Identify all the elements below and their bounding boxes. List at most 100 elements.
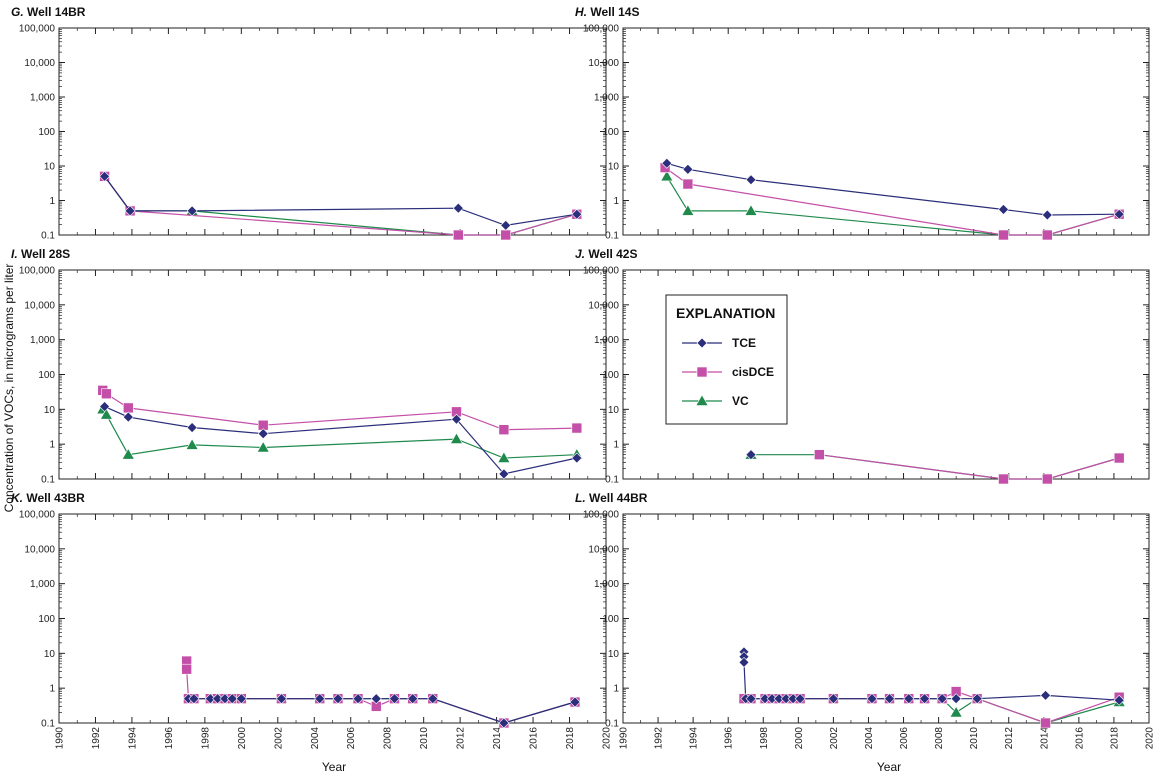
legend-items: TCE cisDCE VC (682, 336, 774, 408)
panel-well-42s-ytick-label: 10 (608, 405, 620, 416)
panel-well-28s-series-tce-line (104, 406, 577, 475)
panel-well-43br-xtick-label: 2016 (529, 727, 540, 750)
panel-well-28s-series-vc-point (449, 432, 464, 444)
panel-well-44br-xtick-label: 2016 (1074, 727, 1085, 750)
panel-well-44br-series-tce-point (794, 693, 806, 705)
panel-well-44br-xtick-label: 1990 (619, 727, 630, 750)
panel-well-43br-ytick-label: 10 (44, 649, 56, 660)
panel-well-43br-series-tce-point (332, 693, 344, 705)
legend-item-vc: VC (682, 394, 749, 408)
panel-well-28s-series-cisdce-point (122, 402, 134, 414)
panel-well-28s-series-cisdce-point (571, 422, 583, 434)
panel-well-28s-title: I. Well 28S (11, 247, 70, 261)
panel-well-44br-ytick-label: 100,000 (583, 510, 620, 521)
panel-well-43br-ytick-label: 100 (38, 614, 55, 625)
panel-well-43br-series-tce-point (212, 693, 224, 705)
panel-well-14s-series-vc-point (744, 204, 758, 216)
panel-well-42s-title: J. Well 42S (575, 247, 638, 261)
legend-item-vc-marker (695, 394, 709, 406)
panel-well-14br-series-tce-point (124, 205, 136, 217)
panel-well-14br-ytick-label: 1 (49, 196, 55, 207)
panel-well-14br-series-tce (99, 170, 583, 231)
panel-well-14br-series-vc (98, 169, 584, 240)
legend-item-vc-label: VC (732, 394, 749, 408)
panel-well-44br-xtick-label: 1998 (759, 727, 770, 750)
panel-well-42s-ytick-label: 1,000 (594, 335, 619, 346)
panel-well-28s-series-tce-point (99, 401, 111, 412)
panel-well-42s-ytick-label: 1 (613, 440, 619, 451)
panel-well-44br-series-tce-point (950, 693, 962, 705)
panel-well-44br-series-tce-point (745, 693, 757, 705)
panel-well-28s-series-vc-line (102, 408, 577, 459)
panel-well-43br-xtick-label: 1990 (55, 727, 66, 750)
panel-well-44br-xtick-label: 1992 (654, 727, 665, 750)
legend-item-tce-label: TCE (732, 336, 756, 350)
panel-well-28s-ytick-label: 0.1 (41, 475, 55, 486)
panel-well-14br-series-cisdce-point (453, 229, 464, 241)
panel-well-44br-xtick-label: 2012 (1004, 727, 1015, 750)
panel-well-44br-xtick-label: 2010 (969, 727, 980, 750)
panel-well-28s-series-cisdce-point (101, 388, 112, 400)
panel-well-14s-series-tce-point (1041, 209, 1053, 221)
panel-well-14s-series-tce-point (745, 174, 757, 186)
panel-well-14s-series-tce-point (661, 157, 673, 169)
panel-well-14s-series-vc (660, 169, 1126, 240)
panel-well-28s-series-vc (96, 402, 584, 463)
panel-well-14br-frame (58, 27, 607, 236)
panel-well-42s: J. Well 42S 0.1 1 10 100 1,000 10,000 100,000 (575, 247, 1150, 486)
panel-well-43br-series-tce-point (235, 693, 247, 705)
panel-well-43br-ytick-label: 10,000 (24, 544, 55, 555)
panel-well-44br-series-cisdce-point (1040, 717, 1051, 729)
panel-well-43br-ytick-label: 0.1 (41, 719, 55, 730)
panel-well-44br-title-letter: L. (575, 491, 586, 505)
panel-well-43br-title: K. Well 43BR (11, 491, 85, 505)
panel-well-28s-ytick-label: 10,000 (24, 300, 55, 311)
legend-item-tce: TCE (682, 336, 756, 350)
panel-well-14s-title-letter: H. (575, 5, 587, 19)
panel-well-14s: H. Well 14S 0.1 1 10 100 1,000 10,000 100,000 (575, 5, 1150, 242)
panel-well-43br-series-tce-point (389, 693, 400, 705)
panel-well-28s-series-cisdce (97, 385, 583, 436)
legend-item-cisdce: cisDCE (682, 365, 774, 379)
panel-well-43br-xtick-label: 2020 (602, 727, 613, 750)
panel-well-43br-series-tce (183, 693, 581, 729)
panel-well-28s-series-tce-point (122, 411, 134, 423)
panel-well-43br-series-tce-point (276, 693, 287, 705)
panel-well-44br-xtick-label: 2008 (934, 727, 945, 750)
panel-well-43br-series-tce-point (569, 696, 581, 708)
panel-well-44br-series-tce-point (1040, 689, 1051, 701)
panel-well-14br-title: G. Well 14BR (11, 5, 86, 19)
panel-well-14br-title-name: Well 14BR (24, 5, 86, 19)
panel-well-14s-ytick-label: 100,000 (583, 24, 620, 35)
panel-well-28s-series-tce-point (498, 468, 510, 480)
panel-well-42s-series-vc-line (751, 454, 1120, 480)
panel-well-14br-series-cisdce (99, 171, 583, 241)
panel-well-43br-xtick-label: 2000 (237, 727, 248, 750)
panel-well-43br-series-tce-point (427, 693, 439, 705)
panel-well-28s-series-tce-point (257, 428, 269, 440)
panel-well-28s-series-tce (99, 401, 583, 480)
panel-well-14br-ytick-label: 100,000 (19, 24, 56, 35)
panel-well-14br-series-cisdce-point (500, 229, 512, 241)
panel-well-43br-series-tce-point (219, 693, 231, 705)
panel-well-14s-series-tce-point (1113, 208, 1125, 220)
panel-well-43br-title-letter: K. (11, 491, 23, 505)
panel-well-14br-series-tce-point (186, 205, 198, 217)
panel-well-28s-series-cisdce-line (102, 389, 577, 431)
panel-well-14s-ytick-label: 10 (608, 162, 620, 173)
panel-well-43br-series-tce-point (370, 693, 382, 705)
panel-well-44br-xtick-label: 2000 (794, 727, 805, 750)
panel-well-42s-series-tce (745, 449, 757, 461)
x-axis-title-right: Year (877, 760, 901, 774)
panel-well-43br-xtick-label: 1996 (164, 727, 175, 750)
panel-well-14s-series-tce-point (998, 204, 1009, 215)
panel-well-44br-series-vc-point (949, 705, 963, 718)
panel-well-44br-ytick-label: 10,000 (588, 544, 619, 555)
legend: EXPLANATION TCE cisDCE VC (665, 294, 788, 425)
panel-well-43br-series-tce-point (204, 693, 216, 705)
panel-well-43br-xtick-label: 1994 (127, 727, 138, 750)
panel-well-14s-series-tce-point (682, 163, 694, 175)
panel-well-14s-title: H. Well 14S (575, 5, 639, 19)
panel-well-14br-series-tce-point (99, 170, 111, 182)
panel-well-14s-series-cisdce-point (998, 229, 1009, 241)
